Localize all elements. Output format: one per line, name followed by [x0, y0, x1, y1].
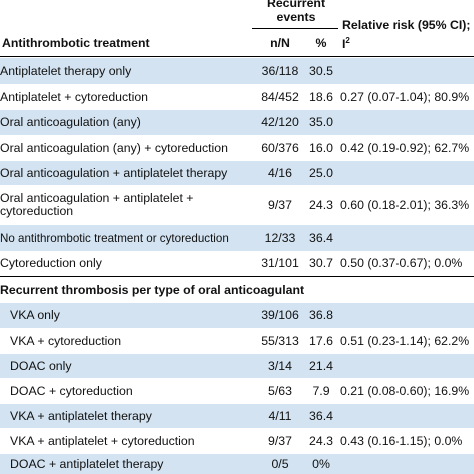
row-pct: 36.4: [309, 408, 333, 423]
row-label: VKA only: [10, 308, 60, 322]
row-rr: 0.60 (0.18-2.01); 36.3%: [340, 197, 470, 212]
row-nn: 12/33: [264, 230, 296, 245]
table-header: Recurrent events Relative risk (95% CI);…: [0, 0, 474, 57]
section-title: Recurrent thrombosis per type of oral an…: [0, 282, 305, 297]
row-nn: 39/106: [261, 308, 299, 322]
row-rr: 0.43 (0.16-1.15); 0.0%: [340, 433, 463, 448]
row-pct: 0%: [312, 456, 330, 471]
relative-risk-header: Relative risk (95% CI); I2: [342, 18, 474, 52]
nn-header: n/N: [270, 36, 290, 50]
table-row: DOAC + cytoreduction 5/63 7.9 0.21 (0.08…: [0, 378, 474, 404]
i-squared-sup: 2: [345, 36, 350, 45]
row-nn: 60/376: [261, 140, 299, 155]
row-nn: 3/14: [268, 358, 292, 373]
table-row: DOAC + antiplatelet therapy 0/5 0%: [0, 454, 474, 474]
table-row: Antiplatelet + cytoreduction 84/452 18.6…: [0, 84, 474, 110]
row-label: DOAC + cytoreduction: [10, 383, 133, 398]
table-row: Antiplatelet therapy only 36/118 30.5: [0, 58, 474, 84]
row-pct: 30.7: [309, 256, 333, 270]
row-pct: 24.3: [309, 197, 333, 212]
row-rr: 0.27 (0.07-1.04); 80.9%: [340, 89, 470, 104]
table-row: VKA only 39/106 36.8: [0, 303, 474, 328]
table-row: Oral anticoagulation (any) 42/120 35.0: [0, 110, 474, 135]
row-label: VKA + cytoreduction: [10, 333, 122, 348]
row-label: Antiplatelet + cytoreduction: [0, 89, 148, 104]
table-row: VKA + antiplatelet therapy 4/11 36.4: [0, 404, 474, 428]
row-pct: 18.6: [309, 89, 333, 104]
row-label: VKA + antiplatelet + cytoreduction: [10, 433, 195, 448]
row-pct: 24.3: [309, 433, 333, 448]
row-nn: 31/101: [261, 256, 299, 270]
row-pct: 25.0: [309, 165, 333, 180]
row-label: DOAC + antiplatelet therapy: [10, 456, 164, 471]
row-nn: 0/5: [271, 456, 289, 471]
row-nn: 9/37: [268, 197, 292, 212]
row-nn: 9/37: [268, 433, 292, 448]
row-rr: 0.21 (0.08-0.60); 16.9%: [340, 383, 470, 398]
row-label: Oral anticoagulation (any): [0, 115, 141, 129]
row-nn: 55/313: [261, 333, 299, 348]
row-label: No antithrombotic treatment or cytoreduc…: [0, 231, 229, 245]
table-row: Oral anticoagulation + antiplatelet + cy…: [0, 185, 474, 225]
section-title-row: Recurrent thrombosis per type of oral an…: [0, 278, 474, 302]
row-label: VKA + antiplatelet therapy: [10, 408, 152, 423]
row-pct: 35.0: [309, 115, 333, 129]
row-nn: 5/63: [268, 383, 292, 398]
table-row: VKA + cytoreduction 55/313 17.6 0.51 (0.…: [0, 328, 474, 354]
row-label: Oral anticoagulation (any) + cytoreducti…: [0, 140, 228, 155]
relative-risk-header-text: Relative risk (95% CI);: [342, 18, 471, 32]
row-label: Oral anticoagulation + antiplatelet ther…: [0, 165, 228, 180]
row-label: Antiplatelet therapy only: [0, 63, 132, 78]
row-rr: [340, 404, 474, 428]
recurrent-events-header: Recurrent events: [266, 0, 326, 24]
row-pct: 16.0: [309, 140, 333, 155]
row-rr: [340, 303, 474, 328]
treatment-header: Antithrombotic treatment: [2, 36, 150, 50]
row-rr: 0.42 (0.19-0.92); 62.7%: [340, 140, 470, 155]
table-row: Oral anticoagulation + antiplatelet ther…: [0, 161, 474, 185]
table-row: Cytoreduction only 31/101 30.7 0.50 (0.3…: [0, 251, 474, 277]
row-rr: 0.51 (0.23-1.14); 62.2%: [340, 333, 470, 348]
row-pct: 21.4: [309, 358, 333, 373]
row-pct: 17.6: [309, 333, 333, 348]
table-row: VKA + antiplatelet + cytoreduction 9/37 …: [0, 428, 474, 454]
table-row: No antithrombotic treatment or cytoreduc…: [0, 225, 474, 251]
row-label: Cytoreduction only: [0, 256, 102, 270]
row-nn: 84/452: [261, 89, 299, 104]
row-nn: 42/120: [261, 115, 299, 129]
events-header-rule: [252, 28, 338, 29]
pct-header: %: [315, 36, 327, 50]
row-rr: [340, 58, 474, 84]
row-nn: 36/118: [261, 63, 299, 78]
row-pct: 30.5: [309, 63, 333, 78]
row-rr: [340, 110, 474, 135]
row-rr: 0.50 (0.37-0.67); 0.0%: [340, 256, 463, 270]
row-label: Oral anticoagulation + antiplatelet + cy…: [0, 191, 194, 218]
row-rr: [340, 354, 474, 378]
table-row: Oral anticoagulation (any) + cytoreducti…: [0, 135, 474, 161]
i-squared-label: I: [342, 37, 346, 52]
row-rr: [340, 161, 474, 185]
row-pct: 7.9: [312, 383, 330, 398]
row-label: DOAC only: [10, 358, 72, 373]
table-row: DOAC only 3/14 21.4: [0, 354, 474, 378]
row-nn: 4/16: [268, 165, 292, 180]
row-nn: 4/11: [268, 408, 292, 423]
row-rr: [340, 225, 474, 251]
row-pct: 36.4: [309, 230, 333, 245]
row-pct: 36.8: [309, 308, 333, 322]
row-rr: [340, 454, 474, 474]
